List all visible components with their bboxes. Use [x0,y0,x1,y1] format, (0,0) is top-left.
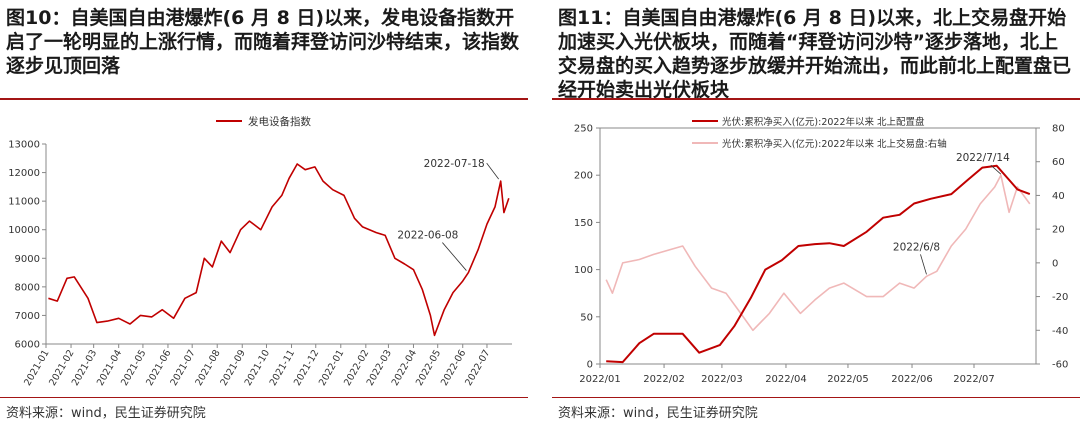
x-tick-label: 2022/04 [765,374,807,385]
y-tick-label: 6000 [15,340,40,351]
allocation-money-line [606,164,1031,364]
y-tick-label: 0 [587,360,593,371]
y-tick-label: 50 [580,312,593,323]
y-tick-label: 8000 [15,282,40,293]
title-rule [552,98,1080,100]
x-tick-label: 2022/01 [579,374,621,385]
y2-tick-label: 20 [1052,225,1065,236]
y2-tick-label: 40 [1052,191,1065,202]
right-panel: 图11：自美国自由港爆炸(6 月 8 日)以来，北上交易盘开始加速买入光伏板块，… [552,0,1080,426]
y2-tick-label: 60 [1052,157,1065,168]
annotation-leader [990,164,1002,175]
power-equipment-index-chart: 6000700080009000100001100012000130002021… [8,115,512,388]
y-tick-label: 11000 [8,197,40,208]
legend-label: 发电设备指数 [248,115,311,128]
y-tick-label: 12000 [8,168,40,179]
y2-tick-label: -20 [1052,292,1068,303]
y2-tick-label: 80 [1052,124,1065,135]
left-panel: 图10：自美国自由港爆炸(6 月 8 日)以来，发电设备指数开启了一轮明显的上涨… [0,0,528,426]
figure-11-source: 资料来源：wind，民生证券研究院 [558,406,758,421]
annotation-label: 2022/7/14 [956,152,1010,164]
plot-frame [599,127,1037,365]
y-tick-label: 13000 [8,140,40,151]
y2-tick-label: 0 [1052,258,1058,269]
power-equipment-index-line [48,163,510,337]
annotation-leader [486,162,500,180]
legend-label: 光伏:累积净买入(亿元):2022年以来 北上配置盘 [722,116,925,128]
figure-10-source: 资料来源：wind，民生证券研究院 [6,406,206,421]
x-tick-label: 2022/02 [643,374,685,385]
y2-tick-label: -40 [1052,326,1068,337]
figure-10-title: 图10：自美国自由港爆炸(6 月 8 日)以来，发电设备指数开启了一轮明显的上涨… [6,7,520,77]
annotation-label: 2022-06-08 [397,230,458,242]
source-rule [0,397,528,398]
y-tick-label: 200 [574,171,593,182]
x-tick-label: 2022/06 [891,374,933,385]
trading-money-line [605,174,1031,332]
annotation-label: 2022-07-18 [424,158,485,170]
annotation-leader [920,254,927,275]
source-rule [552,397,1080,398]
y-tick-label: 150 [574,218,593,229]
y-tick-label: 100 [574,265,593,276]
y-tick-label: 10000 [8,225,40,236]
title-rule [0,98,528,100]
legend-label: 光伏:累积净买入(亿元):2022年以来 北上交易盘:右轴 [722,138,947,150]
x-tick-label: 2022/03 [701,374,743,385]
y-tick-label: 9000 [15,254,40,265]
annotation-leader [442,242,467,271]
x-tick-label: 2022/05 [827,374,869,385]
x-tick-label: 2022/07 [953,374,995,385]
y-tick-label: 250 [574,124,593,135]
y2-tick-label: -60 [1052,360,1068,371]
annotation-label: 2022/6/8 [893,241,940,253]
y-tick-label: 7000 [15,311,40,322]
figure-11-title: 图11：自美国自由港爆炸(6 月 8 日)以来，北上交易盘开始加速买入光伏板块，… [558,7,1072,101]
northbound-pv-net-buy-chart: 0 50 100 150 200 250 -60 -40 -20 0 20 40 60 80 2022/01… [574,116,1068,385]
